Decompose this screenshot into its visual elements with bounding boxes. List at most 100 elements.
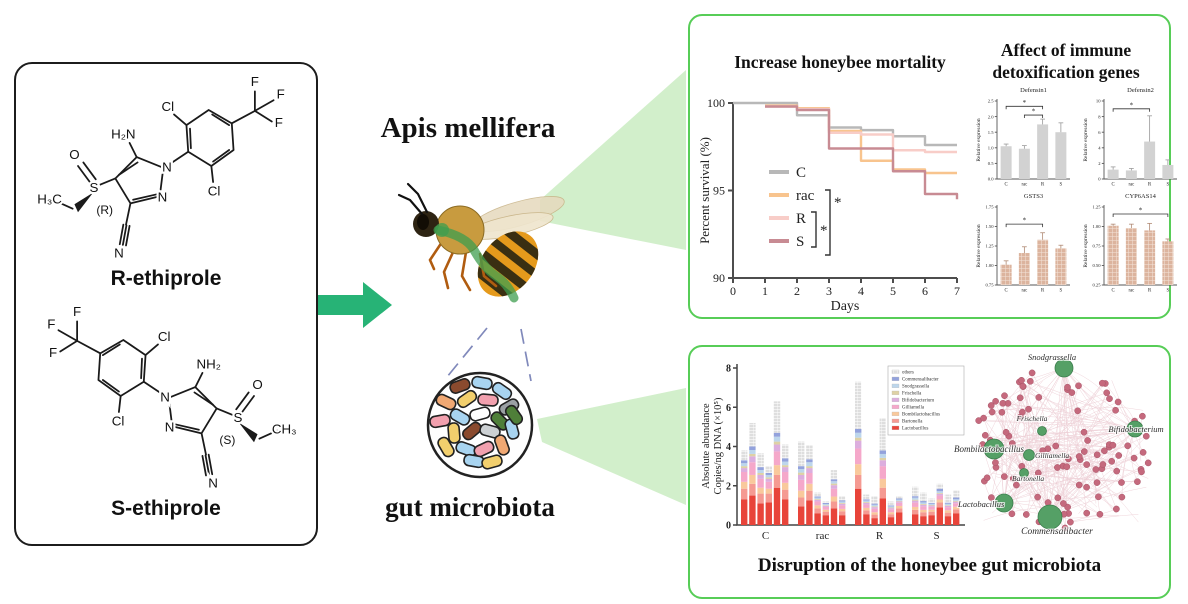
gut-microbiota-illustration xyxy=(426,371,534,479)
svg-text:rac: rac xyxy=(816,530,830,542)
atom-label: N xyxy=(158,190,168,205)
atom-label: NH₂ xyxy=(196,356,220,371)
svg-text:S: S xyxy=(1167,289,1170,294)
defensin1-chart: Defensin1 Relative expression 0.0 0.5 1.0 1.5… xyxy=(976,87,1070,188)
atom-label: CH₃ xyxy=(272,421,297,436)
svg-text:C: C xyxy=(1112,289,1115,294)
svg-text:1.25: 1.25 xyxy=(1092,205,1101,210)
svg-text:Frischella: Frischella xyxy=(902,392,922,397)
svg-text:Frischella: Frischella xyxy=(1016,414,1048,423)
gut-microbiota-label: gut microbiota xyxy=(385,492,555,522)
survival-chart: 90 95 100 0 1 2 3 4 5 6 7 Days Percent survival (%) C… xyxy=(697,96,960,314)
gsts3-chart: GSTS3 Relative expression 0.75 1.00 1.25 1.50… xyxy=(976,193,1070,294)
svg-text:S: S xyxy=(933,530,939,542)
svg-text:C: C xyxy=(1005,183,1008,188)
svg-text:rac: rac xyxy=(1128,289,1134,294)
svg-text:100: 100 xyxy=(707,96,725,110)
svg-text:R: R xyxy=(1041,183,1045,188)
svg-text:8: 8 xyxy=(1098,114,1101,119)
svg-text:2.5: 2.5 xyxy=(988,99,994,104)
svg-text:Snodgrassella: Snodgrassella xyxy=(902,385,930,390)
svg-text:Relative expression: Relative expression xyxy=(976,118,982,161)
svg-text:R: R xyxy=(1041,289,1045,294)
bacteria-pills xyxy=(429,375,524,470)
atom-label: N xyxy=(114,246,124,261)
stereo-label: (R) xyxy=(96,203,113,217)
bee-gut-overlay xyxy=(433,223,519,303)
stereo-label: (S) xyxy=(219,433,235,447)
wedge-bond xyxy=(74,192,94,213)
compound-panel: H₂N N N S O (R) H₃C N Cl Cl F F F R-ethi… xyxy=(14,62,318,546)
svg-text:1.50: 1.50 xyxy=(985,224,994,229)
atom-label: F xyxy=(277,86,285,101)
svg-text:*: * xyxy=(1130,101,1134,109)
svg-text:Absolute abundance: Absolute abundance xyxy=(701,403,712,489)
bee-eye xyxy=(417,214,429,230)
svg-text:Lactobacillus: Lactobacillus xyxy=(957,499,1005,509)
svg-text:1.0: 1.0 xyxy=(988,146,994,151)
svg-text:Gilliamella: Gilliamella xyxy=(1035,451,1069,460)
svg-text:Copies/ng DNA (×10⁵): Copies/ng DNA (×10⁵) xyxy=(713,397,724,495)
svg-text:2: 2 xyxy=(726,481,731,492)
svg-text:0.75: 0.75 xyxy=(1092,244,1101,249)
svg-text:1.00: 1.00 xyxy=(985,263,994,268)
svg-text:C: C xyxy=(762,530,769,542)
atom-label: F xyxy=(47,316,55,331)
svg-text:Commensalibacter: Commensalibacter xyxy=(1021,527,1093,537)
svg-text:6: 6 xyxy=(726,403,731,414)
svg-text:Defensin2: Defensin2 xyxy=(1127,87,1154,94)
atom-label: H₃C xyxy=(37,191,62,206)
svg-text:2: 2 xyxy=(1098,161,1101,166)
svg-text:Percent survival (%): Percent survival (%) xyxy=(697,137,712,244)
genes-title-line1: Affect of immune xyxy=(1000,40,1132,60)
svg-text:Commensalibacter: Commensalibacter xyxy=(902,378,939,383)
svg-text:6: 6 xyxy=(1098,130,1101,135)
svg-text:4: 4 xyxy=(726,442,731,453)
svg-text:Bifidobacterium: Bifidobacterium xyxy=(1108,424,1163,434)
svg-text:0: 0 xyxy=(1098,177,1101,182)
wedge-bond xyxy=(238,422,258,443)
atom-label: N xyxy=(160,389,170,404)
microbiota-panel: 0 2 4 6 8 Absolute abundance Copies/ng DNA (×1… xyxy=(688,345,1171,599)
s-ethiprole-label: S-ethiprole xyxy=(111,497,221,520)
atom-label: N xyxy=(162,159,172,174)
svg-text:S: S xyxy=(1060,183,1063,188)
atom-label: F xyxy=(49,345,57,360)
mortality-panel: Increase honeybee mortality Affect of im… xyxy=(688,14,1177,319)
r-ethiprole-label: R-ethiprole xyxy=(110,267,222,290)
svg-text:Relative expression: Relative expression xyxy=(1083,118,1089,161)
svg-text:*: * xyxy=(1032,108,1036,116)
svg-text:0.75: 0.75 xyxy=(985,283,994,288)
atom-label: S xyxy=(90,180,99,195)
svg-text:1.00: 1.00 xyxy=(1092,224,1101,229)
svg-text:0.25: 0.25 xyxy=(1092,283,1101,288)
svg-text:Bartonella: Bartonella xyxy=(902,420,923,425)
cooccurrence-network-chart: Snodgrassella Bifidobacterium Frischella Bo… xyxy=(953,351,1165,538)
svg-text:Lactobacillus: Lactobacillus xyxy=(902,427,928,432)
svg-text:*: * xyxy=(834,195,842,211)
svg-text:4: 4 xyxy=(1098,146,1101,151)
svg-text:*: * xyxy=(820,223,828,239)
abundance-chart: 0 2 4 6 8 Absolute abundance Copies/ng DNA (×1… xyxy=(701,364,965,542)
svg-text:0.5: 0.5 xyxy=(988,161,994,166)
svg-text:others: others xyxy=(902,371,914,376)
svg-text:0.0: 0.0 xyxy=(988,177,994,182)
atom-label: S xyxy=(234,410,243,425)
r-ethiprole-structure: H₂N N N S O (R) H₃C N Cl Cl F F F xyxy=(35,72,287,263)
svg-text:0.50: 0.50 xyxy=(1092,263,1101,268)
svg-text:GSTS3: GSTS3 xyxy=(1024,193,1043,200)
svg-text:Relative expression: Relative expression xyxy=(1083,224,1089,267)
apis-mellifera-label: Apis mellifera xyxy=(380,112,556,144)
svg-text:R: R xyxy=(1148,183,1152,188)
svg-text:Bartonella: Bartonella xyxy=(1012,474,1044,483)
svg-text:C: C xyxy=(1005,289,1008,294)
svg-text:1.75: 1.75 xyxy=(985,205,994,210)
svg-text:8: 8 xyxy=(726,364,731,375)
svg-text:rac: rac xyxy=(1021,289,1027,294)
gut-connector-lines xyxy=(446,327,532,382)
svg-text:6: 6 xyxy=(922,284,928,298)
svg-text:10: 10 xyxy=(1096,99,1101,104)
svg-text:rac: rac xyxy=(1128,183,1134,188)
svg-text:*: * xyxy=(1023,217,1027,225)
